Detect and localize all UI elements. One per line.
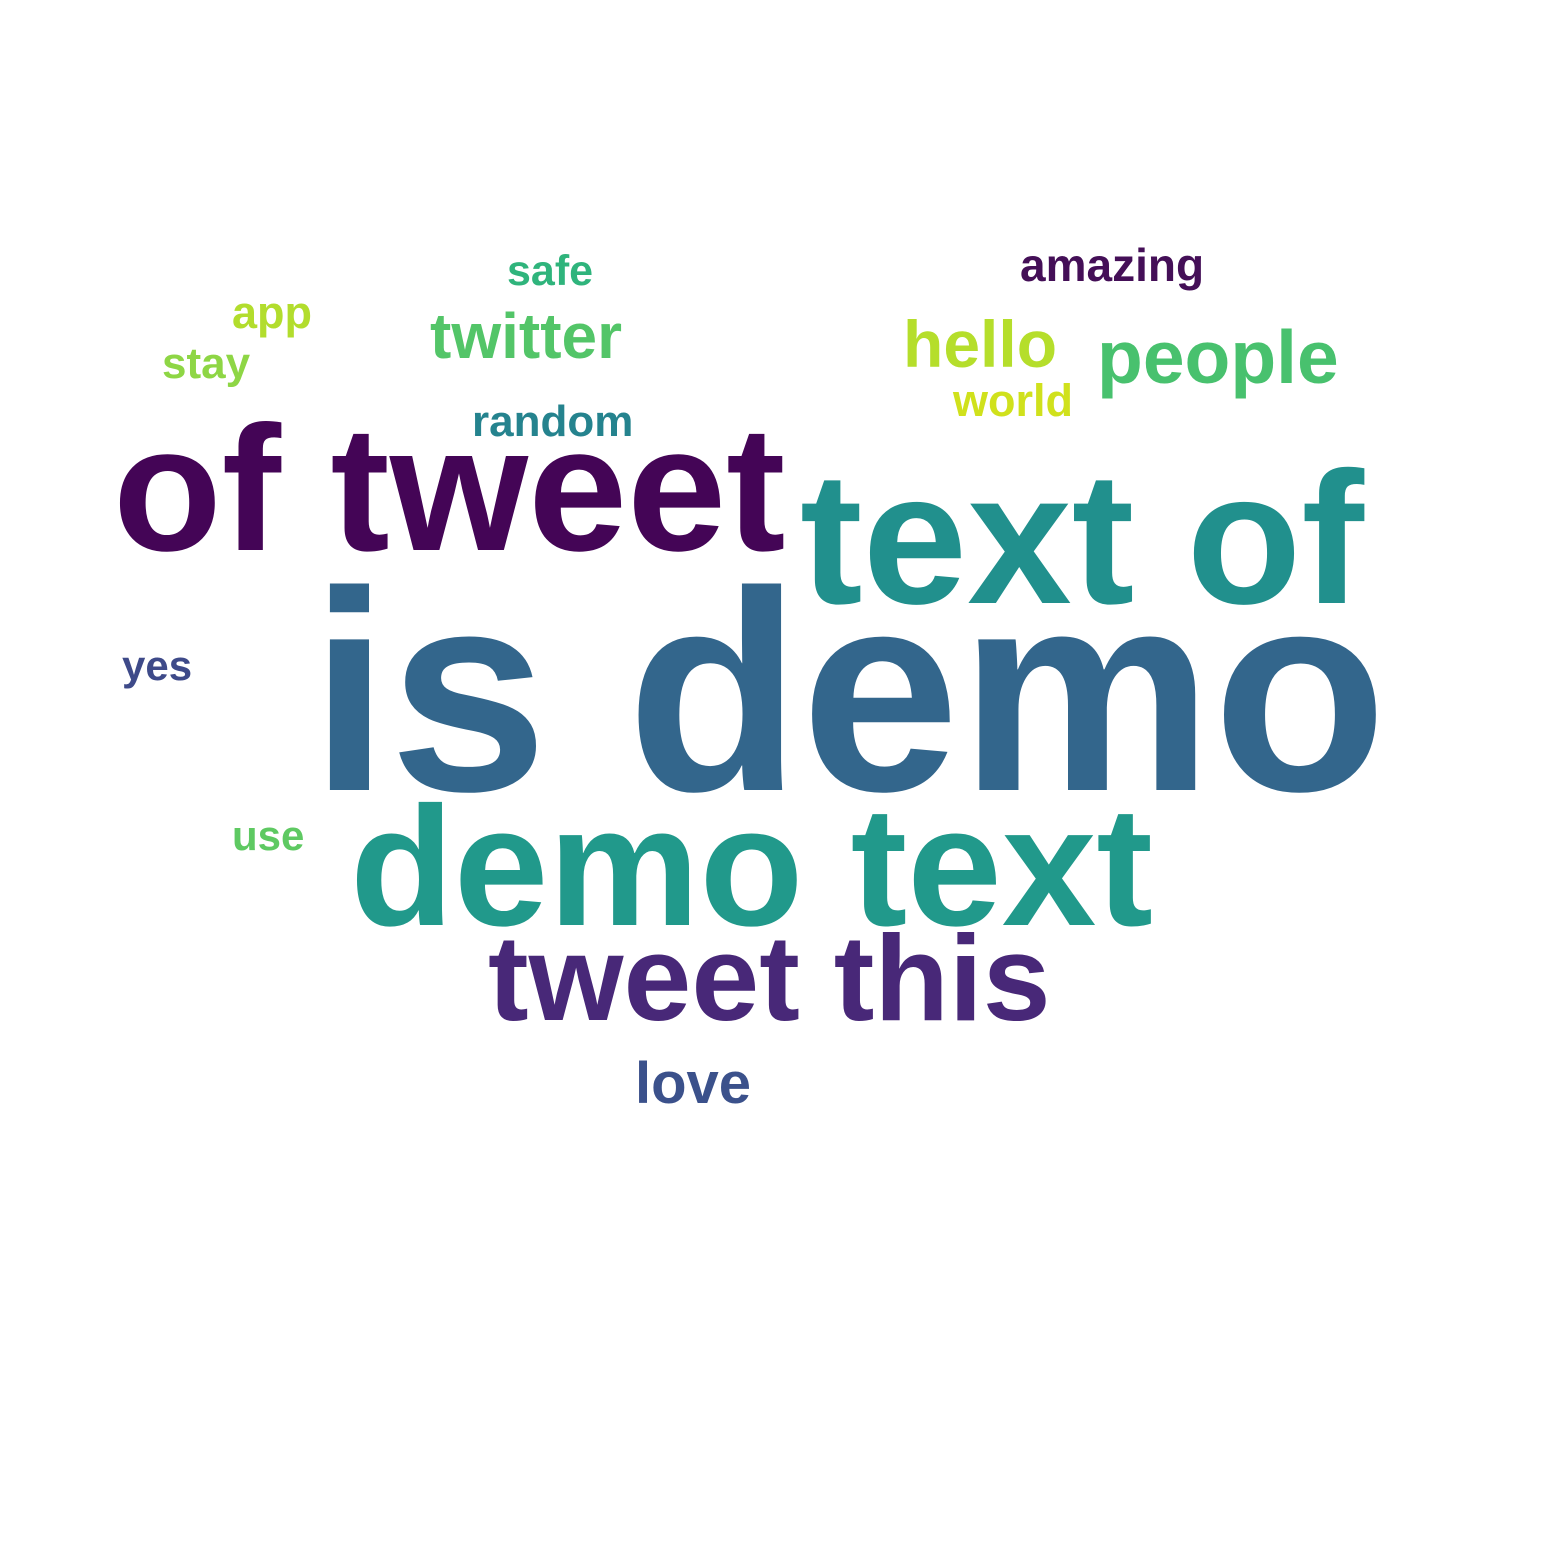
word-demo-text: demo text xyxy=(350,772,1153,962)
word-hello: hello xyxy=(903,307,1057,381)
word-amazing: amazing xyxy=(1020,239,1204,291)
word-safe: safe xyxy=(507,247,593,295)
word-people: people xyxy=(1097,315,1339,399)
word-twitter: twitter xyxy=(430,300,622,372)
word-stay: stay xyxy=(162,339,251,388)
word-use: use xyxy=(232,812,304,859)
word-love: love xyxy=(635,1051,751,1116)
word-app: app xyxy=(232,287,312,338)
word-is-demo: is demo xyxy=(310,533,1387,851)
word-text-of: text of xyxy=(800,433,1364,643)
word-tweet-this: tweet this xyxy=(488,910,1051,1046)
word-of-tweet: of tweet xyxy=(113,389,785,588)
word-random: random xyxy=(472,397,633,446)
word-yes: yes xyxy=(122,642,192,689)
word-world: world xyxy=(952,375,1073,426)
